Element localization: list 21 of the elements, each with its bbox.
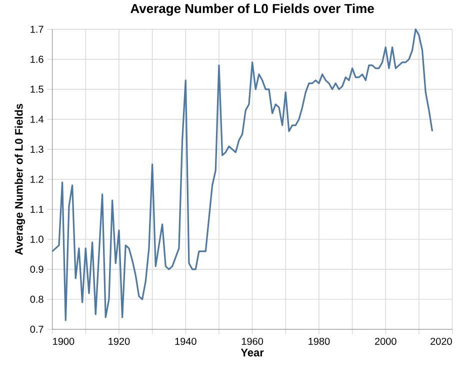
- y-axis-title: Average Number of L0 Fields: [14, 104, 26, 255]
- x-tick-label: 1960: [242, 338, 264, 345]
- y-tick-label: 1.2: [30, 176, 44, 183]
- x-tick-label: 2020: [430, 338, 452, 345]
- y-tick-label: 0.9: [30, 266, 44, 273]
- y-tick-label: 1.4: [30, 116, 44, 123]
- y-tick-label: 1.3: [30, 146, 44, 153]
- x-tick-label: 1920: [108, 338, 130, 345]
- x-tick-label: 1980: [308, 338, 330, 345]
- x-axis-title: Year: [240, 348, 264, 356]
- chart-title: Average Number of L0 Fields over Time: [130, 4, 374, 16]
- y-tick-label: 0.8: [30, 296, 44, 303]
- y-tick-label: 1.1: [30, 206, 44, 213]
- y-tick-label: 1.6: [30, 56, 44, 63]
- x-tick-label: 1900: [53, 338, 74, 345]
- y-tick-label: 1.0: [30, 236, 44, 243]
- y-tick-label: 1.5: [30, 86, 44, 93]
- y-tick-label: 0.7: [30, 326, 44, 333]
- x-tick-label: 1940: [175, 338, 196, 345]
- x-tick-label: 2000: [375, 338, 396, 345]
- y-tick-label: 1.7: [30, 26, 44, 33]
